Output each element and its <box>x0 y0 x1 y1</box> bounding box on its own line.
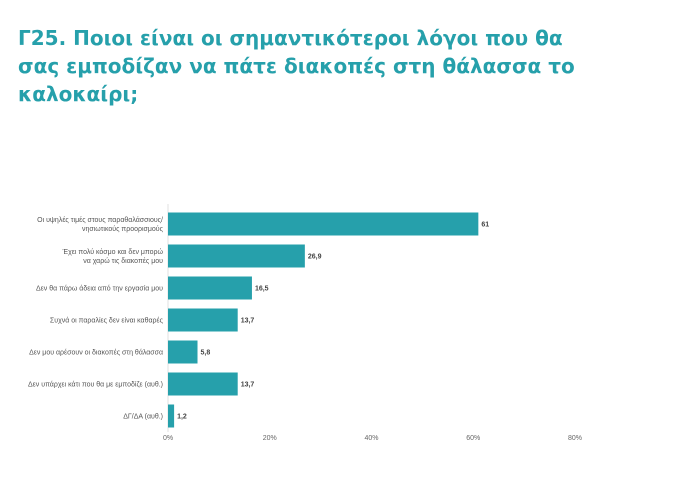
category-label: Οι υψηλές τιμές στους παραθαλάσσιους/ <box>37 216 163 224</box>
data-label: 26,9 <box>308 254 322 261</box>
category-label: Δεν θα πάρω άδεια από την εργασία μου <box>36 285 163 293</box>
bar <box>168 212 479 236</box>
x-tick-label: 80% <box>568 435 582 442</box>
category-label: ΔΓ/ΔΑ (αυθ.) <box>123 414 163 421</box>
data-label: 16,5 <box>255 286 269 293</box>
data-label: 13,7 <box>241 382 255 389</box>
chart-title: Γ25. Ποιοι είναι οι σημαντικότεροι λόγοι… <box>18 26 575 106</box>
x-tick-label: 0% <box>163 435 173 442</box>
bar <box>168 244 305 268</box>
bar <box>168 404 175 428</box>
category-label: Δεν μου αρέσουν οι διακοπές στη θάλασσα <box>29 349 163 357</box>
x-tick-label: 20% <box>263 435 277 442</box>
bar <box>168 372 238 396</box>
category-label: Συχνά οι παραλίες δεν είναι καθαρές <box>50 317 164 325</box>
x-tick-label: 60% <box>466 435 480 442</box>
category-label: νησιωτικούς προορισμούς <box>82 225 164 233</box>
bar <box>168 276 252 300</box>
bar <box>168 308 238 332</box>
data-label: 61 <box>481 222 489 229</box>
category-label: Δεν υπάρχει κάτι που θα με εμποδίζε (αυθ… <box>28 381 163 389</box>
bar <box>168 340 198 364</box>
data-label: 1,2 <box>177 414 187 421</box>
data-label: 5,8 <box>201 350 211 357</box>
category-label: να χαρώ τις διακοπές μου <box>83 257 163 265</box>
category-label: Έχει πολύ κόσμο και δεν μπορώ <box>62 248 164 256</box>
data-label: 13,7 <box>241 318 255 325</box>
x-tick-label: 40% <box>364 435 378 442</box>
